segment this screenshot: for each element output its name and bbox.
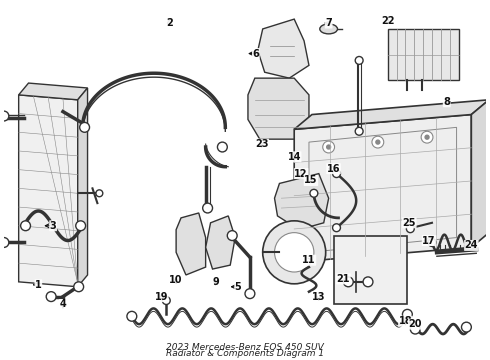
Circle shape [162, 297, 170, 305]
Polygon shape [294, 100, 489, 129]
Circle shape [402, 309, 412, 319]
Circle shape [428, 239, 436, 247]
Text: 25: 25 [403, 218, 416, 228]
Text: 8: 8 [443, 97, 450, 107]
Circle shape [425, 135, 429, 139]
Polygon shape [248, 78, 309, 139]
Polygon shape [471, 100, 489, 247]
Circle shape [46, 292, 56, 302]
Text: 15: 15 [304, 175, 318, 185]
Polygon shape [206, 216, 235, 269]
Text: 9: 9 [212, 277, 219, 287]
Text: 7: 7 [325, 18, 332, 28]
Circle shape [333, 170, 341, 177]
Polygon shape [19, 95, 78, 287]
Text: 11: 11 [302, 255, 316, 265]
Circle shape [80, 122, 90, 132]
Circle shape [421, 131, 433, 143]
Text: 14: 14 [288, 152, 301, 162]
Text: 22: 22 [381, 16, 394, 26]
Circle shape [363, 277, 373, 287]
Text: 23: 23 [255, 139, 269, 149]
Polygon shape [19, 83, 88, 100]
Circle shape [323, 141, 335, 153]
Circle shape [263, 221, 326, 284]
Text: 4: 4 [60, 300, 66, 310]
Circle shape [0, 238, 9, 247]
Text: 2023 Mercedes-Benz EQS 450 SUV: 2023 Mercedes-Benz EQS 450 SUV [166, 343, 324, 352]
Circle shape [462, 322, 471, 332]
Circle shape [355, 127, 363, 135]
Circle shape [274, 233, 314, 272]
Text: 18: 18 [398, 316, 412, 326]
Polygon shape [258, 19, 309, 78]
Text: 24: 24 [465, 240, 478, 251]
Text: 10: 10 [170, 275, 183, 285]
Circle shape [203, 203, 213, 213]
Polygon shape [294, 114, 471, 262]
Text: 3: 3 [49, 221, 56, 231]
Circle shape [355, 57, 363, 64]
Text: 5: 5 [235, 282, 242, 292]
Text: 13: 13 [312, 292, 325, 302]
Text: 1: 1 [35, 280, 42, 290]
Text: 21: 21 [337, 274, 350, 284]
Circle shape [376, 140, 380, 144]
Text: 6: 6 [252, 49, 259, 59]
Bar [388, 29, 459, 80]
Text: 17: 17 [422, 235, 436, 246]
Text: 19: 19 [155, 292, 168, 302]
Circle shape [21, 221, 30, 231]
Circle shape [333, 224, 341, 231]
Bar [334, 235, 407, 305]
Text: 20: 20 [409, 319, 422, 329]
Polygon shape [274, 174, 329, 230]
Circle shape [310, 189, 318, 197]
Circle shape [76, 221, 86, 231]
Text: 2: 2 [166, 18, 172, 28]
Ellipse shape [320, 24, 338, 34]
Circle shape [227, 231, 237, 240]
Circle shape [343, 277, 353, 287]
Text: Radiator & Components Diagram 1: Radiator & Components Diagram 1 [166, 349, 324, 358]
Polygon shape [78, 88, 88, 287]
Circle shape [245, 289, 255, 298]
Circle shape [406, 225, 414, 233]
Circle shape [127, 311, 137, 321]
Circle shape [218, 142, 227, 152]
Circle shape [372, 136, 384, 148]
Circle shape [74, 282, 84, 292]
Circle shape [0, 111, 9, 121]
Polygon shape [176, 213, 206, 275]
Text: 16: 16 [327, 164, 341, 174]
Circle shape [327, 145, 331, 149]
Circle shape [96, 190, 103, 197]
Circle shape [466, 242, 474, 249]
Circle shape [410, 324, 420, 334]
Text: 12: 12 [294, 168, 308, 179]
